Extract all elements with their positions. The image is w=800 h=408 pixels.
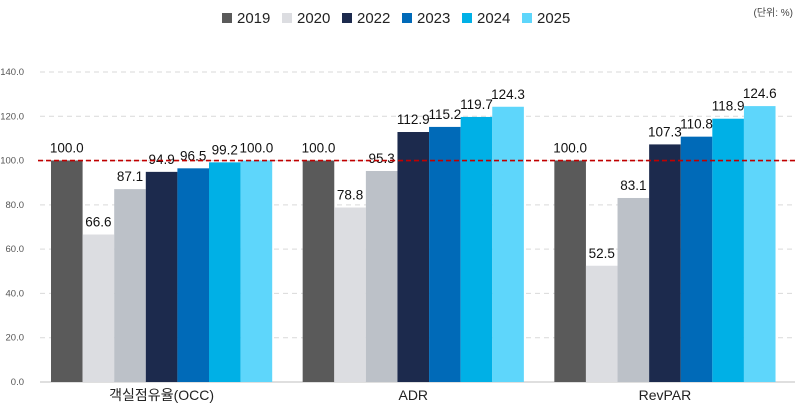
bar-2025 [492,106,524,382]
bar-2020 [585,265,618,382]
x-axis-categories: 객실점유율(OCC) ADR RevPAR [109,387,691,403]
y-tick-label: 120.0 [0,111,24,122]
bar-2023 [177,168,209,382]
bar-2022 [145,171,178,382]
y-tick-label: 0.0 [11,377,24,388]
bar-2025 [240,160,273,382]
y-tick-label: 80.0 [6,200,25,211]
data-label: 115.2 [428,107,461,122]
bar-2023 [680,136,713,382]
data-labels: 100.066.687.194.9 96.5 99.2 100.0 100.078.89… [50,86,777,261]
data-label: 66.6 [85,215,111,230]
data-label: 124.3 [491,87,525,102]
data-label: 52.5 [589,246,615,261]
bar-2021 [114,189,146,382]
legend-swatch [462,13,472,23]
legend: 2019 2020 2022 2023 2024 2025 [222,10,570,27]
data-label: 99.2 [212,142,238,157]
data-label: 100.0 [553,141,587,156]
legend-label: 2019 [237,10,270,27]
data-label: 95.3 [369,151,395,166]
legend-swatch [402,13,412,23]
data-label: 96.5 [180,148,206,163]
category-label: RevPAR [639,387,692,403]
data-label: 119.7 [460,97,493,112]
y-tick-label: 20.0 [6,333,25,344]
data-label: 107.3 [648,124,682,139]
data-label: 118.9 [712,99,745,114]
data-label: 83.1 [620,178,646,193]
y-tick-label: 100.0 [0,156,24,167]
legend-label: 2025 [537,10,570,27]
legend-label: 2023 [417,10,450,27]
data-label: 100.0 [50,141,84,156]
unit-label: (단위: %) [753,6,793,19]
y-tick-label: 60.0 [6,244,25,255]
y-axis-ticks: 0.0 20.0 40.0 60.0 80.0 100.0 120.0 140.0 [0,67,24,388]
bar-2021 [617,197,650,382]
legend-label: 2020 [297,10,330,27]
bar-2024 [712,118,744,382]
bar-2020 [82,234,115,382]
data-label: 78.8 [337,188,363,203]
legend-label: 2024 [477,10,510,27]
y-tick-label: 140.0 [0,67,24,78]
data-label: 94.9 [148,152,174,167]
bar-2022 [649,144,681,382]
bar-2024 [209,162,241,382]
legend-swatch [222,13,232,23]
bar-2019 [302,160,335,382]
bar-2020 [334,207,366,382]
data-label: 124.6 [743,86,777,101]
data-label: 100.0 [240,141,274,156]
bar-2022 [397,132,430,382]
y-tick-label: 40.0 [6,288,25,299]
bar-2023 [429,126,461,383]
category-label: 객실점유율(OCC) [109,387,214,403]
data-label: 100.0 [302,141,336,156]
legend-swatch [282,13,292,23]
legend-swatch [522,13,532,23]
data-label: 87.1 [117,169,143,184]
legend-swatch [342,13,352,23]
bar-2025 [743,106,776,382]
bar-2019 [554,160,586,382]
legend-label: 2022 [357,10,390,27]
data-label: 110.8 [680,117,713,132]
bar-2019 [51,160,83,382]
data-label: 112.9 [397,112,430,127]
category-label: ADR [398,387,428,403]
bar-2024 [460,116,493,382]
bars [51,106,776,383]
bar-2021 [365,170,398,382]
